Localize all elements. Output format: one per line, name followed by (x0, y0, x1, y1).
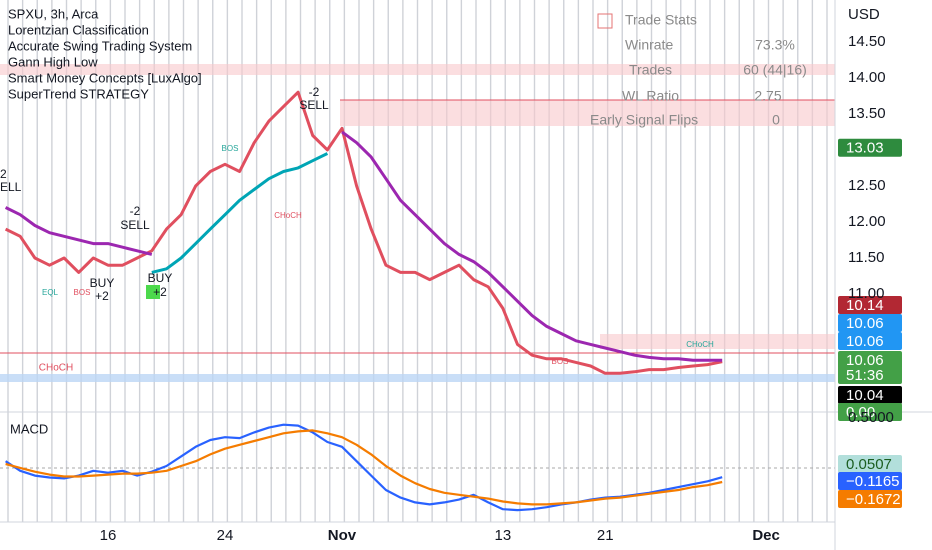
price-badge (838, 332, 902, 350)
price-badge-label: −0.1165 (846, 473, 900, 490)
signal-strength: -2 (309, 85, 320, 99)
legend-line: Smart Money Concepts [LuxAlgo] (8, 70, 202, 85)
y-tick-label: 14.00 (848, 69, 886, 86)
signal-strength: 2 (0, 167, 7, 181)
smc-label: EQL (42, 288, 59, 297)
signal-strength: +2 (95, 289, 109, 303)
price-badge-label: 10.06 (846, 352, 884, 369)
zone (0, 64, 835, 75)
stats-label: Early Signal Flips (590, 112, 698, 128)
signal-strength: -2 (130, 204, 141, 218)
signal-label: ELL (0, 180, 22, 194)
signal-box (146, 285, 160, 299)
price-badge (838, 138, 902, 157)
legend-line: Lorentzian Classification (8, 22, 149, 37)
legend-line: SPXU, 3h, Arca (8, 6, 99, 21)
price-badge-label: −0.1672 (846, 491, 901, 508)
price-badge (838, 314, 902, 332)
stats-label: Trades (629, 62, 672, 78)
price-badge (838, 351, 902, 369)
smc-label: BOS (552, 357, 569, 366)
stats-value: 60 (44|16) (743, 62, 807, 78)
y-tick-label: 11.50 (848, 249, 884, 266)
x-tick-label: 16 (100, 527, 117, 544)
signal-label: BUY (148, 271, 173, 285)
smc-label: CHoCH (39, 363, 73, 374)
x-tick-label: Nov (328, 527, 357, 544)
series-line (4, 90, 723, 375)
series-line (5, 429, 723, 506)
price-badge-label: 51:36 (846, 367, 884, 384)
price-badge (838, 455, 902, 473)
y-tick-label: 11.00 (848, 285, 884, 302)
legend-line: Accurate Swing Trading System (8, 38, 192, 53)
smc-label: CHoCH (686, 340, 714, 349)
price-badge (838, 366, 902, 384)
price-badge-label: 10.06 (846, 333, 884, 350)
zone (600, 334, 835, 349)
price-badge (838, 472, 902, 490)
signal-strength: +2 (153, 285, 167, 299)
zone (340, 100, 835, 126)
session-lines (7, 0, 828, 522)
stats-label: WL Ratio (622, 88, 679, 104)
currency-label: USD (848, 6, 880, 23)
x-tick-label: Dec (752, 527, 780, 544)
zone (0, 374, 835, 382)
price-badge-label: 10.06 (846, 315, 884, 332)
series-line (151, 152, 329, 274)
price-badge-label: 13.03 (846, 140, 884, 157)
price-badge (838, 386, 902, 404)
stats-value: 2.75 (754, 88, 781, 104)
signal-label: SELL (299, 98, 329, 112)
x-tick-label: 13 (495, 527, 512, 544)
x-tick-label: 24 (217, 527, 234, 544)
price-badge-label: 0.00 (846, 404, 875, 421)
y-tick-label: 12.50 (848, 177, 886, 194)
y-tick-label: 14.50 (848, 33, 886, 50)
smc-label: CHoCH (274, 211, 302, 220)
plot: 13.0310.1410.0610.0610.0651:3610.040.000… (4, 90, 902, 512)
price-badge-label: 10.04 (846, 387, 884, 404)
series-line (4, 130, 723, 362)
y-tick-label: 0.5000 (848, 409, 894, 426)
stats-title: Trade Stats (625, 12, 697, 28)
pane-title: MACD (10, 421, 48, 436)
y-tick-label: 12.00 (848, 213, 886, 230)
price-badge-label: 0.0507 (846, 456, 892, 473)
stats-value: 73.3% (755, 37, 795, 53)
price-badge-label: 10.14 (846, 297, 884, 314)
stats-icon (597, 13, 613, 29)
price-badge (838, 490, 902, 508)
legend-line: SuperTrend STRATEGY (8, 86, 149, 101)
signal-label: BUY (90, 276, 115, 290)
y-tick-label: 13.50 (848, 105, 886, 122)
stats-value: 0 (772, 112, 780, 128)
legend-line: Gann High Low (8, 54, 98, 69)
smc-label: BOS (74, 288, 91, 297)
signal-label: SELL (120, 218, 150, 232)
price-badge (838, 403, 902, 421)
stats-label: Winrate (625, 37, 673, 53)
price-badge (838, 296, 902, 314)
x-tick-label: 21 (597, 527, 614, 544)
smc-label: BOS (222, 144, 239, 153)
